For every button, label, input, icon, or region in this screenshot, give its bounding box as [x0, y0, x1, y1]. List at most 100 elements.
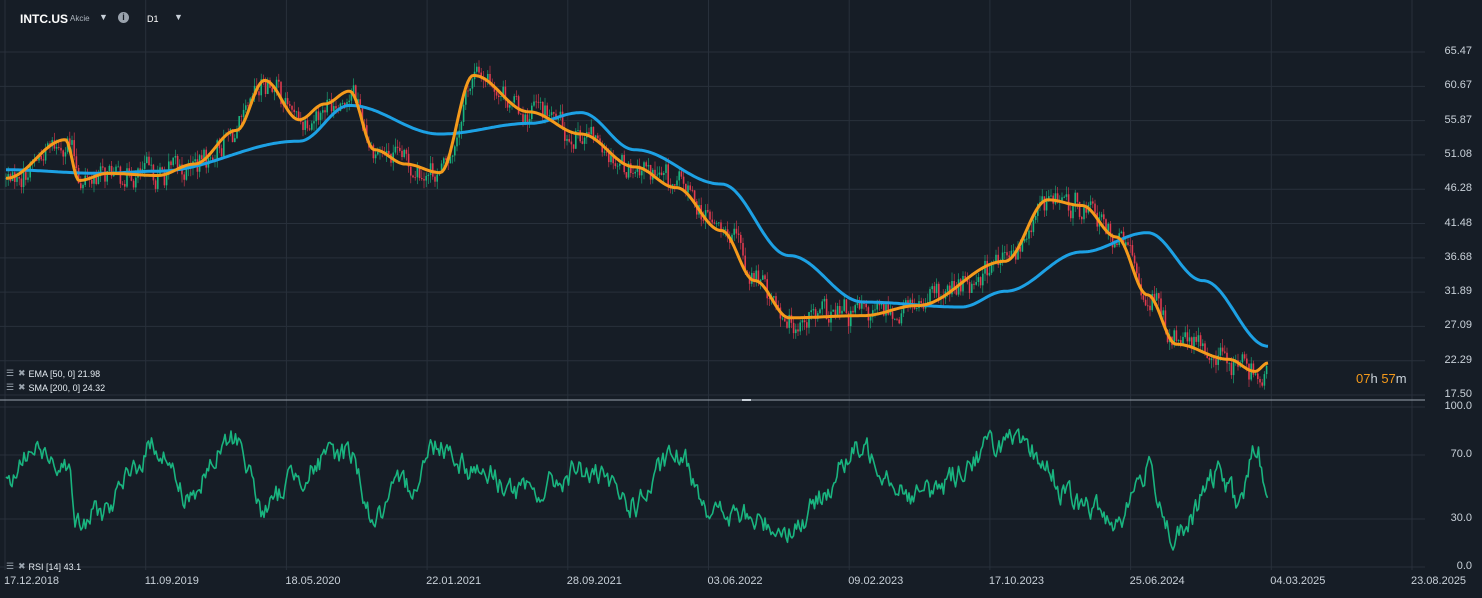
sma-legend-label: SMA [200, 0] 24.32 — [28, 382, 106, 393]
candle-body — [1208, 357, 1211, 360]
candle-body — [451, 155, 454, 157]
candle-body — [986, 260, 988, 276]
timeframe-selector[interactable]: D1 — [147, 14, 159, 24]
candle-body — [1034, 215, 1037, 221]
price-tick-label: 51.08 — [1444, 147, 1472, 160]
candle-body — [676, 180, 678, 186]
candle-body — [689, 185, 691, 190]
candle-body — [632, 173, 634, 174]
candle-body — [1056, 193, 1059, 202]
grid — [0, 0, 1425, 570]
candle-body — [469, 88, 471, 91]
menu-icon[interactable]: ☰ — [6, 382, 15, 392]
candle-body — [480, 72, 482, 78]
candle-body — [238, 116, 240, 129]
candle-body — [242, 109, 245, 117]
rsi-legend[interactable]: ☰ ✖ RSI [14] 43.1 — [6, 561, 81, 572]
close-icon[interactable]: ✖ — [18, 368, 26, 378]
timeframe-dropdown-icon[interactable]: ▼ — [174, 12, 183, 22]
sma-legend[interactable]: ☰ ✖ SMA [200, 0] 24.32 — [6, 382, 105, 393]
candle-body — [735, 228, 738, 234]
candle-body — [861, 301, 863, 309]
candle-body — [568, 139, 570, 142]
candle-body — [979, 277, 982, 286]
ema-legend[interactable]: ☰ ✖ EMA [50, 0] 21.98 — [6, 368, 100, 379]
candle-body — [828, 319, 830, 323]
candle-body — [1149, 305, 1151, 311]
candle-body — [755, 270, 757, 280]
candle-body — [792, 322, 795, 334]
candle-body — [1243, 354, 1246, 359]
candle-body — [1142, 295, 1145, 300]
close-icon[interactable]: ✖ — [18, 561, 26, 571]
sma-series — [6, 103, 1269, 348]
candle-body — [1246, 358, 1248, 364]
candle-body — [495, 91, 498, 96]
candle-body — [819, 309, 821, 314]
candle-body — [1144, 299, 1147, 306]
candle-body — [656, 174, 658, 176]
candle-body — [680, 171, 683, 177]
candle-body — [86, 175, 89, 177]
candle-body — [634, 171, 636, 174]
close-icon[interactable]: ✖ — [18, 382, 26, 392]
candle-body — [678, 171, 680, 181]
candle-body — [1094, 203, 1096, 213]
candle-body — [427, 174, 430, 176]
candle-body — [513, 96, 515, 103]
candle-body — [737, 233, 740, 235]
candle-body — [592, 126, 595, 139]
candle-body — [841, 310, 843, 314]
candle-body — [132, 180, 135, 188]
candle-body — [1081, 216, 1083, 220]
candle-body — [1050, 195, 1052, 197]
menu-icon[interactable]: ☰ — [6, 368, 15, 378]
candle-body — [1085, 207, 1087, 213]
candle-body — [949, 285, 951, 295]
candle-body — [955, 288, 958, 295]
menu-icon[interactable]: ☰ — [6, 561, 15, 571]
candle-body — [636, 165, 639, 172]
candle-body — [1224, 351, 1226, 353]
countdown-hours: 07 — [1356, 371, 1371, 386]
info-icon[interactable]: i — [118, 12, 129, 23]
candle-body — [106, 171, 108, 182]
candle-body — [520, 113, 522, 115]
symbol-dropdown-icon[interactable]: ▼ — [99, 12, 108, 22]
candle-body — [108, 165, 111, 172]
candle-body — [201, 155, 203, 160]
symbol-name[interactable]: INTC.US — [20, 12, 68, 26]
candle-body — [1219, 347, 1222, 356]
candle-body — [399, 147, 401, 151]
rsi-tick-label: 30.0 — [1450, 512, 1472, 524]
pane-resize-handle[interactable] — [742, 399, 751, 401]
candle-body — [1021, 241, 1024, 252]
candle-body — [117, 166, 119, 168]
candle-body — [546, 105, 548, 116]
candle-body — [146, 156, 148, 164]
candle-body — [1103, 214, 1105, 220]
candle-body — [786, 321, 788, 328]
candle-body — [1041, 196, 1043, 203]
candle-body — [608, 152, 610, 163]
candle-body — [1100, 214, 1103, 218]
time-tick-label: 17.12.2018 — [4, 575, 60, 587]
candle-body — [7, 174, 9, 178]
candle-body — [733, 228, 735, 235]
candle-body — [1043, 196, 1046, 211]
candle-body — [601, 143, 603, 153]
candle-body — [621, 154, 623, 164]
candle-body — [812, 309, 815, 311]
candle-body — [1136, 263, 1138, 274]
candle-body — [711, 219, 713, 223]
candle-body — [537, 101, 540, 103]
candle-body — [183, 174, 185, 180]
candle-body — [865, 304, 867, 308]
candle-body — [704, 210, 707, 221]
candle-body — [432, 163, 434, 177]
symbol-type: Akcie — [70, 14, 90, 23]
candle-body — [478, 66, 480, 73]
time-tick-label: 22.01.2021 — [426, 575, 482, 587]
